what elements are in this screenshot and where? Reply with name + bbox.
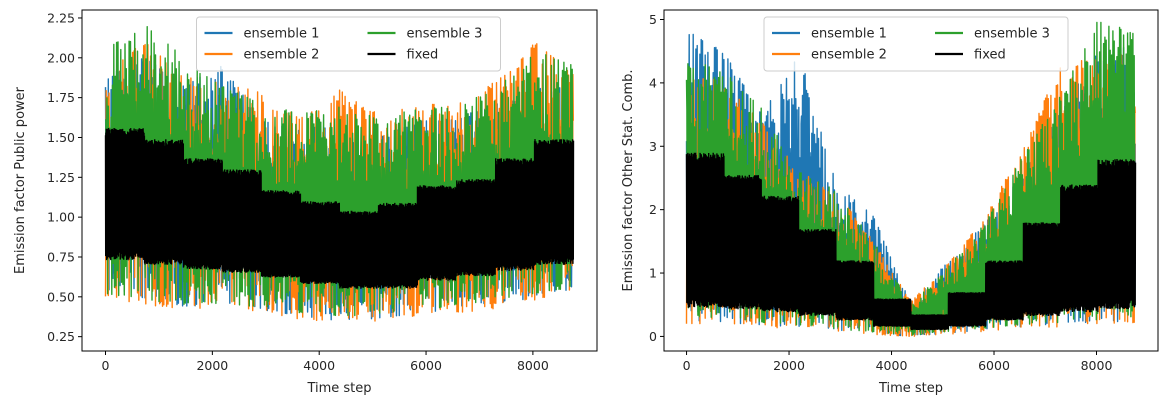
x-tick-label: 4000 <box>303 358 335 373</box>
chart-panel-1: 0 2000 4000 6000 8000 0.25 0.50 0.75 1.00 1.25 1.5… <box>13 9 598 396</box>
legend-box <box>763 16 1069 72</box>
y-tick-label: 1.50 <box>47 130 75 145</box>
y-axis-label: Emission factor Public power <box>13 86 28 274</box>
legend-label-ensemble-1: ensemble 1 <box>811 27 887 42</box>
y-tick-label: 0.50 <box>47 289 75 304</box>
y-tick-label: 1 <box>649 266 657 281</box>
legend-label-ensemble-3: ensemble 3 <box>974 27 1050 42</box>
legend-label-ensemble-2: ensemble 2 <box>244 48 320 63</box>
y-tick-label: 0.75 <box>47 249 75 264</box>
x-tick-label: 0 <box>102 358 110 373</box>
x-tick-label: 8000 <box>517 358 549 373</box>
legend-label-ensemble-1: ensemble 1 <box>244 27 320 42</box>
y-tick-label: 2 <box>649 202 657 217</box>
y-tick-label: 4 <box>649 75 657 90</box>
x-axis-label: Time step <box>878 381 943 396</box>
y-tick-label: 1.75 <box>47 90 75 105</box>
axes-frame <box>81 9 598 352</box>
x-tick-label: 6000 <box>410 358 442 373</box>
x-tick-label: 4000 <box>876 358 908 373</box>
legend-label-fixed: fixed <box>974 48 1006 63</box>
x-tick-label: 2000 <box>773 358 805 373</box>
y-tick-label: 0.25 <box>47 329 75 344</box>
x-tick-label: 2000 <box>196 358 228 373</box>
series-line-fixed <box>104 127 575 289</box>
legend-label-ensemble-2: ensemble 2 <box>811 48 887 63</box>
x-tick-label: 8000 <box>1081 358 1113 373</box>
y-tick-label: 5 <box>649 12 657 27</box>
axes-frame <box>663 9 1159 352</box>
legend: ensemble 1 ensemble 2 ensemble 3 fixed <box>763 16 1069 72</box>
x-axis-label: Time step <box>306 381 371 396</box>
y-tick-label: 3 <box>649 139 657 154</box>
y-axis-label: Emission factor Other Stat. Comb. <box>621 70 636 292</box>
legend: ensemble 1 ensemble 2 ensemble 3 fixed <box>196 16 501 72</box>
legend-box <box>196 16 501 72</box>
legend-label-ensemble-3: ensemble 3 <box>407 27 483 42</box>
legend-label-fixed: fixed <box>407 48 439 63</box>
plot-area <box>104 26 575 322</box>
y-tick-label: 2.25 <box>47 10 75 25</box>
x-tick-label: 6000 <box>978 358 1010 373</box>
chart-panel-2: 0 2000 4000 6000 8000 0 1 2 3 4 5 Time step Emission… <box>621 9 1159 396</box>
plot-area <box>685 21 1137 337</box>
series-line-fixed <box>685 152 1137 331</box>
y-tick-label: 1.25 <box>47 170 75 185</box>
y-tick-label: 0 <box>649 329 657 344</box>
y-tick-label: 2.00 <box>47 50 75 65</box>
x-tick-label: 0 <box>683 358 691 373</box>
y-tick-label: 1.00 <box>47 210 75 225</box>
